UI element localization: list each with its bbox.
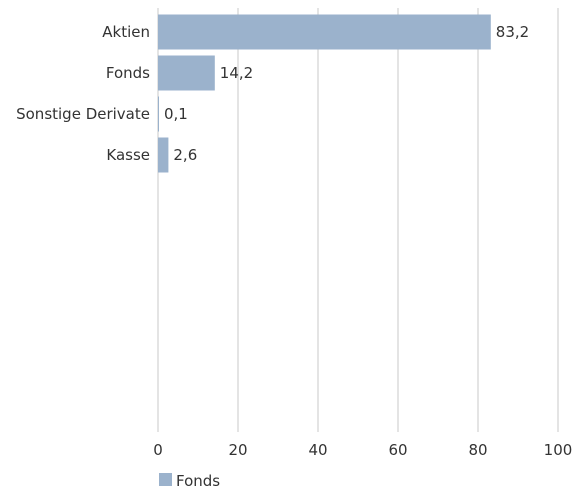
bar-0 — [158, 14, 491, 50]
x-tick-label-100: 100 — [544, 441, 573, 459]
grid-lines — [157, 8, 559, 432]
x-tick-label-80: 80 — [468, 441, 487, 459]
x-tick-label-20: 20 — [228, 441, 247, 459]
bar-2 — [158, 96, 159, 132]
value-label-1: 14,2 — [220, 64, 253, 82]
legend-swatch — [159, 473, 172, 486]
value-label-2: 0,1 — [164, 105, 188, 123]
category-label-0: Aktien — [102, 23, 150, 41]
category-label-1: Fonds — [106, 64, 150, 82]
legend: Fonds — [159, 472, 220, 490]
category-label-3: Kasse — [106, 146, 150, 164]
bar-1 — [158, 55, 215, 91]
value-label-0: 83,2 — [496, 23, 529, 41]
value-labels: 83,2 14,2 0,1 2,6 — [164, 23, 529, 164]
x-tick-label-60: 60 — [388, 441, 407, 459]
bars — [158, 14, 491, 173]
x-tick-label-40: 40 — [308, 441, 327, 459]
x-axis-ticks: 0 20 40 60 80 100 — [153, 441, 572, 459]
category-label-2: Sonstige Derivate — [16, 105, 150, 123]
x-tick-label-0: 0 — [153, 441, 163, 459]
category-labels: Aktien Fonds Sonstige Derivate Kasse — [16, 23, 150, 164]
value-label-3: 2,6 — [173, 146, 197, 164]
bar-3 — [158, 137, 169, 173]
legend-label: Fonds — [176, 472, 220, 490]
